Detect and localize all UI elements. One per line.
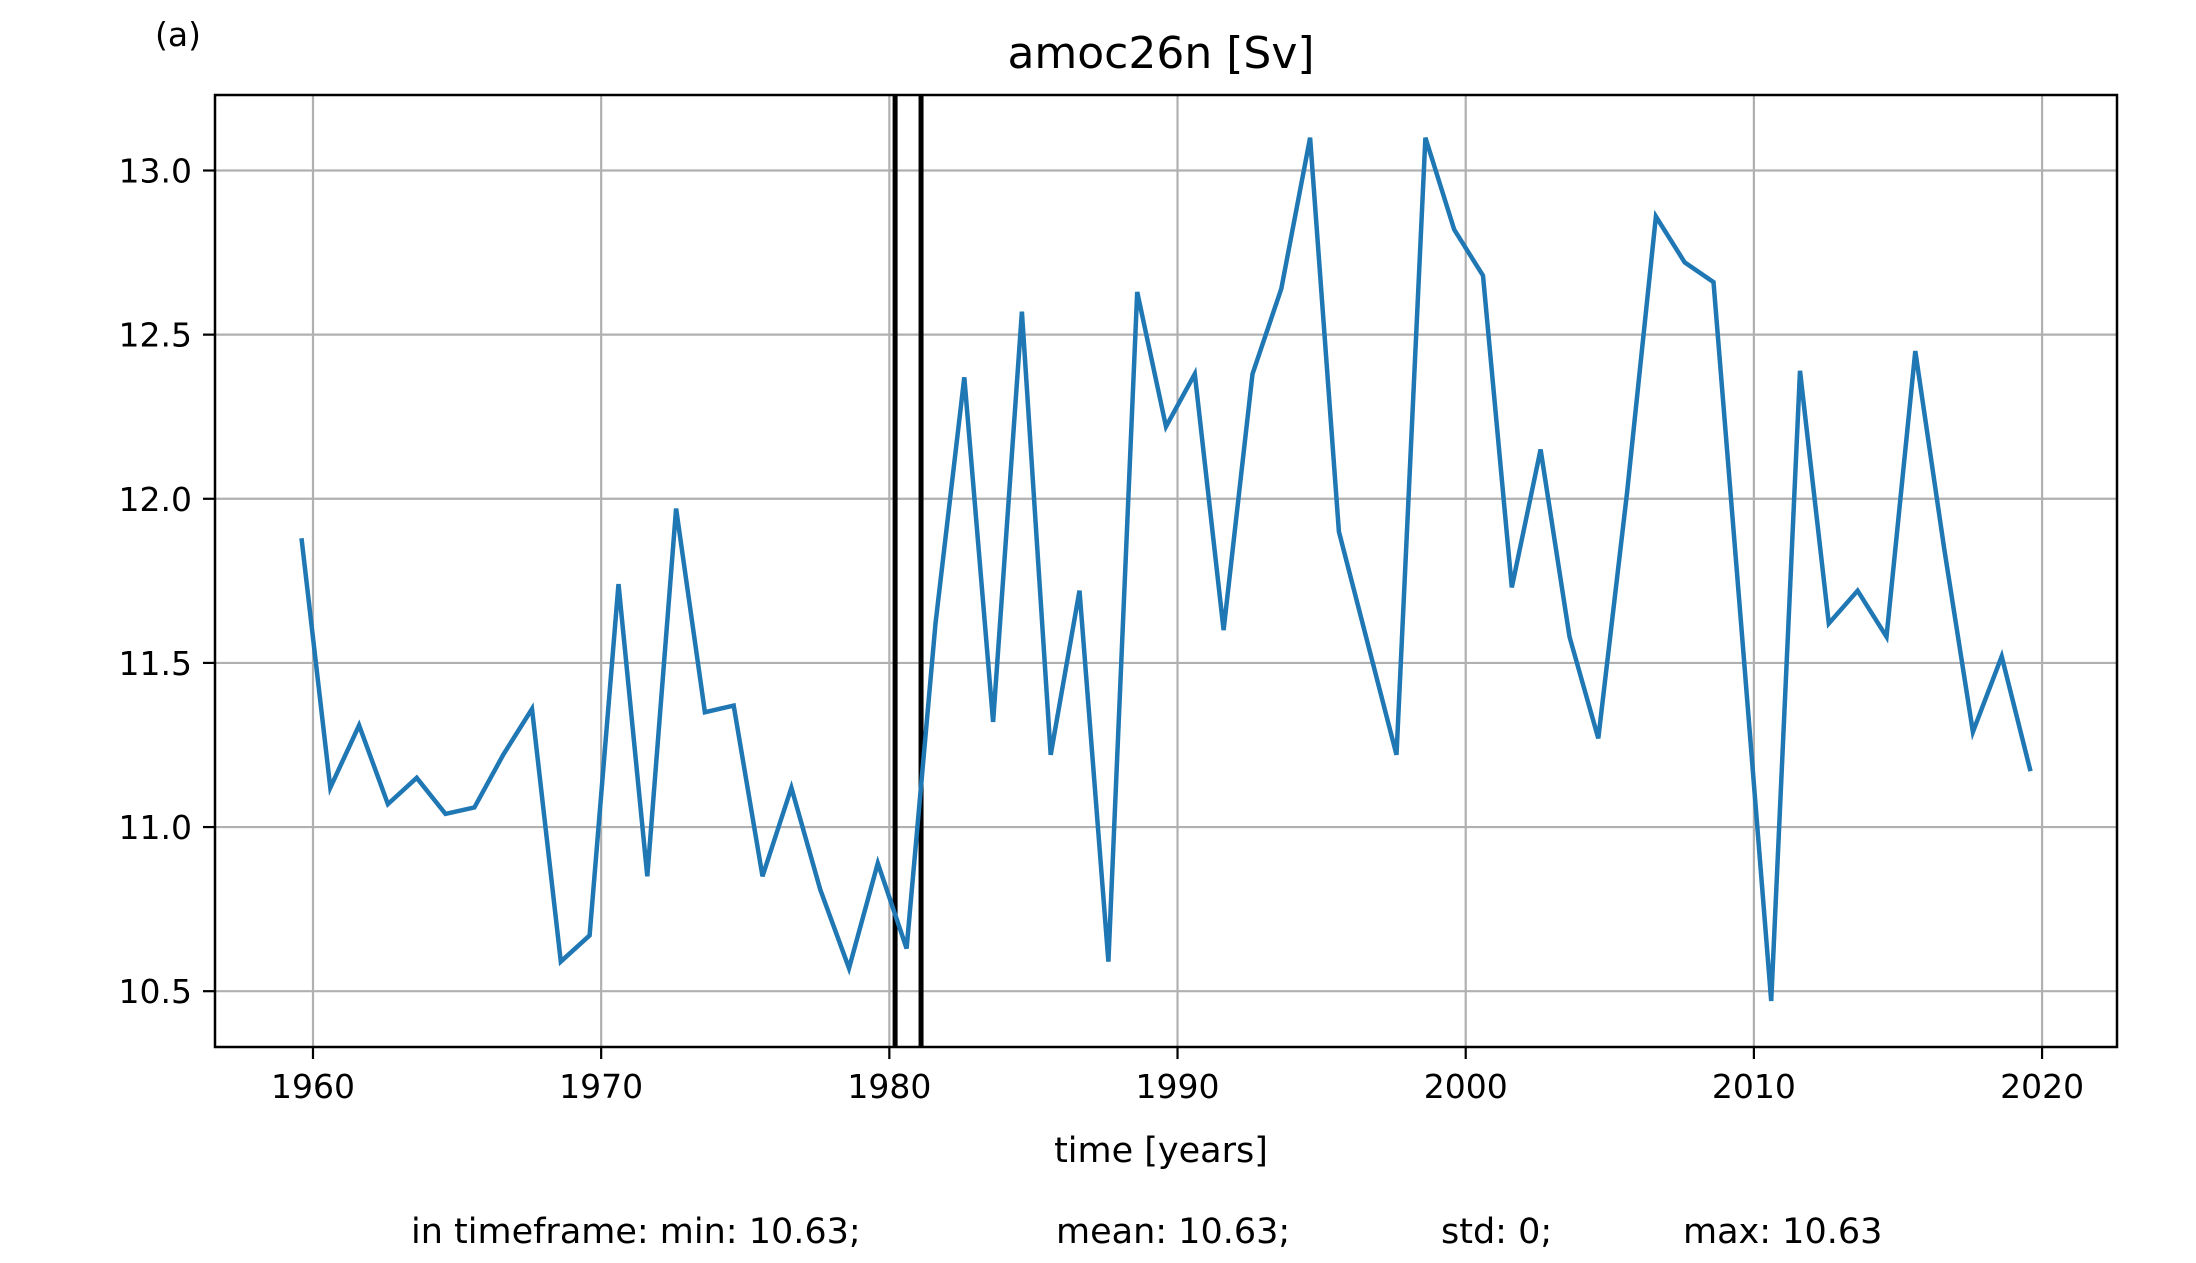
series-line — [299, 137, 2033, 1002]
plot-frame — [213, 93, 2119, 1049]
stats-min: in timeframe: min: 10.63; — [411, 1212, 861, 1252]
y-tick-label: 11.0 — [119, 808, 192, 847]
chart-title: amoc26n [Sv] — [1007, 28, 1314, 79]
y-tick-label: 11.5 — [119, 644, 192, 683]
y-tick-label: 13.0 — [119, 152, 192, 191]
y-tick-label: 10.5 — [119, 972, 192, 1011]
y-tick-label: 12.0 — [119, 480, 192, 519]
x-tick-label: 1990 — [1136, 1067, 1220, 1106]
panel-label: (a) — [155, 15, 201, 54]
x-axis-label: time [years] — [1054, 1131, 1268, 1171]
x-tick-label: 2010 — [1712, 1067, 1796, 1106]
x-tick-label: 2020 — [2000, 1067, 2084, 1106]
series-layer — [299, 137, 2033, 1002]
stats-std: std: 0; — [1441, 1212, 1552, 1252]
x-tick-label: 1980 — [847, 1067, 931, 1106]
x-tick-label: 1970 — [559, 1067, 643, 1106]
stats-max: max: 10.63 — [1683, 1212, 1882, 1252]
vertical-markers — [892, 95, 924, 1047]
grid — [215, 95, 2117, 1047]
ticks: 1960 1970 1980 1990 2000 2010 2020 10.5 11.0 11.5… — [119, 152, 2085, 1106]
stats-mean: mean: 10.63; — [1056, 1212, 1290, 1252]
x-tick-label: 2000 — [1424, 1067, 1508, 1106]
y-tick-label: 12.5 — [119, 316, 192, 355]
x-tick-label: 1960 — [271, 1067, 355, 1106]
